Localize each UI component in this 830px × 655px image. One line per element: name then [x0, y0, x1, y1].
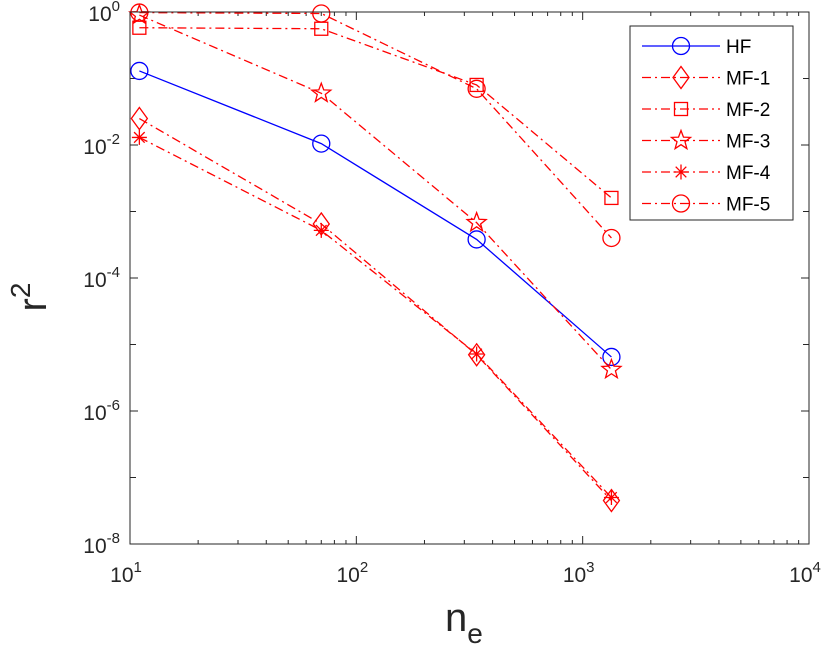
legend-marker-hf: [671, 36, 691, 56]
y-tick-label: 10-6: [83, 397, 120, 425]
x-tick-exponent: 1: [134, 559, 142, 576]
legend-label-mf-4: MF-4: [726, 163, 771, 184]
y-tick-label: 100: [88, 0, 120, 26]
legend-label-mf-3: MF-3: [726, 132, 770, 153]
y-axis-title-superscript: 2: [5, 283, 36, 299]
data-point-mf-4: [131, 129, 147, 145]
legend-item-mf-5: MF-5: [642, 194, 770, 216]
y-tick-base: 10: [83, 136, 106, 159]
legend-item-mf-3: MF-3: [642, 128, 770, 153]
data-point-mf-5: [467, 79, 486, 98]
data-point-mf-3: [309, 81, 333, 103]
legend-marker-mf-2: [673, 101, 689, 117]
data-point-hf: [312, 134, 331, 153]
legend-item-hf: HF: [642, 36, 751, 58]
legend-box: [629, 25, 794, 221]
data-point-mf-1: [130, 106, 149, 131]
x-tick-label: 101: [110, 559, 142, 587]
legend-item-mf-1: MF-1: [642, 65, 770, 90]
series-mf-5: [130, 3, 621, 248]
data-point-mf-5: [130, 3, 149, 22]
x-axis-title-main: n: [445, 596, 467, 640]
series-line-mf-1: [139, 117, 612, 502]
plot-frame: [129, 11, 810, 545]
y-axis-title: r2: [5, 283, 55, 312]
series-line-hf: [139, 70, 612, 358]
data-point-hf: [602, 347, 621, 367]
series-mf-4: [131, 129, 619, 506]
legend-marker-mf-3: [669, 128, 693, 151]
y-tick-base: 10: [88, 3, 111, 26]
y-tick-exponent: -4: [107, 264, 120, 281]
legend-label-mf-2: MF-2: [726, 100, 770, 121]
series-hf: [130, 61, 621, 367]
y-tick-label: 10-2: [83, 131, 120, 159]
x-tick-base: 10: [563, 564, 586, 587]
data-point-mf-4: [313, 222, 329, 238]
data-point-mf-1: [467, 342, 486, 367]
series-layer: [128, 3, 623, 513]
legend: HF MF-1 MF-2 MF-3 MF-4 MF-5: [629, 25, 794, 221]
legend-marker-mf-4: [673, 164, 689, 180]
x-tick-exponent: 4: [813, 559, 821, 576]
legend-label-hf: HF: [726, 37, 751, 58]
data-point-mf-2: [604, 190, 619, 206]
y-tick-exponent: -2: [107, 131, 120, 148]
series-line-mf-4: [139, 136, 612, 498]
x-tick-label: 102: [336, 559, 368, 587]
y-tick-base: 10: [83, 535, 106, 558]
x-tick-base: 10: [789, 564, 812, 587]
data-point-mf-4: [469, 346, 485, 362]
series-line-mf-3: [139, 14, 612, 370]
data-point-mf-5: [602, 228, 621, 248]
data-point-mf-3: [600, 357, 623, 380]
data-point-hf: [130, 61, 149, 81]
legend-marker-mf-5: [671, 194, 691, 213]
y-tick-exponent: -6: [107, 397, 120, 414]
y-tick-label: 10-4: [83, 264, 120, 292]
y-tick-label: 10-8: [83, 530, 120, 558]
y-axis-title-main: r: [11, 298, 55, 311]
legend-label-mf-5: MF-5: [726, 195, 770, 216]
series-line-mf-2: [139, 27, 612, 199]
legend-item-mf-2: MF-2: [642, 100, 770, 121]
x-tick-exponent: 3: [586, 559, 594, 576]
data-point-mf-3: [465, 210, 488, 233]
x-tick-exponent: 2: [360, 559, 368, 576]
legend-marker-mf-1: [672, 65, 690, 90]
series-line-mf-5: [139, 11, 612, 239]
y-tick-exponent: 0: [112, 0, 120, 15]
legend-label-mf-1: MF-1: [726, 69, 770, 90]
x-tick-base: 10: [336, 564, 359, 587]
x-tick-label: 104: [789, 559, 821, 587]
data-point-mf-4: [603, 490, 619, 506]
x-tick-label: 103: [563, 559, 595, 587]
x-axis-title-subscript: e: [467, 618, 483, 649]
x-axis-title: ne: [445, 596, 483, 649]
data-point-mf-5: [312, 4, 331, 23]
y-tick-base: 10: [83, 402, 106, 425]
y-tick-exponent: -8: [107, 530, 120, 547]
data-point-hf: [467, 230, 486, 249]
x-tick-base: 10: [110, 564, 133, 587]
legend-item-mf-4: MF-4: [642, 163, 771, 184]
y-tick-base: 10: [83, 269, 106, 292]
